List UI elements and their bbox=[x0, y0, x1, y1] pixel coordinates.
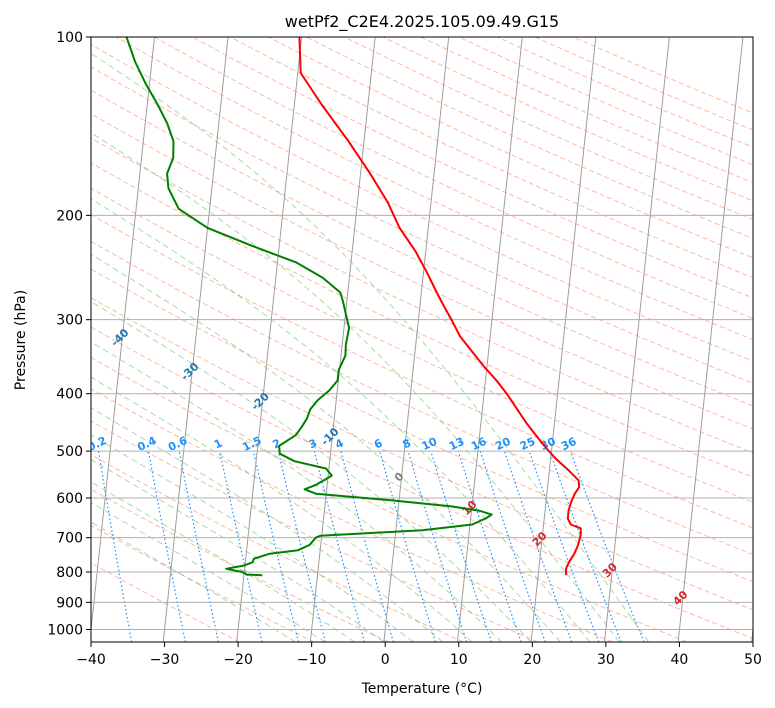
isotherm-line bbox=[456, 37, 523, 642]
mixing-ratio-line bbox=[277, 450, 326, 642]
moist-adiabat-line bbox=[91, 198, 591, 642]
dry-adiabat-line bbox=[91, 44, 753, 362]
mixing-ratio-label: 36 bbox=[559, 435, 579, 453]
x-tick-label: 20 bbox=[523, 652, 541, 668]
moist-adiabat-line bbox=[91, 341, 502, 642]
y-tick-label: 500 bbox=[56, 444, 83, 460]
x-tick-label: 50 bbox=[744, 652, 762, 668]
mixing-ratio-line bbox=[379, 450, 437, 642]
dry-adiabat-line bbox=[91, 388, 613, 642]
mixing-ratio-line bbox=[503, 450, 573, 642]
y-tick-label: 800 bbox=[56, 565, 83, 581]
dry-adiabat-line bbox=[91, 66, 753, 384]
plot-area bbox=[91, 37, 753, 642]
isotherm-line bbox=[530, 37, 597, 642]
x-tick-label: −30 bbox=[150, 652, 180, 668]
dry-adiabat-line bbox=[91, 562, 240, 642]
x-axis-label: Temperature (°C) bbox=[361, 681, 483, 697]
isotherm-line bbox=[236, 37, 303, 642]
isotherm-line bbox=[309, 37, 376, 642]
mixing-ratio-label: 10 bbox=[420, 435, 440, 453]
mixing-ratio-lines bbox=[97, 450, 645, 642]
x-tick-label: −10 bbox=[297, 652, 327, 668]
dry-adiabat-line bbox=[191, 37, 753, 299]
y-tick-label: 600 bbox=[56, 491, 83, 507]
x-tick-label: −40 bbox=[76, 652, 106, 668]
mixing-ratio-line bbox=[549, 450, 622, 642]
isotherm-line bbox=[383, 37, 450, 642]
y-tick-label: 300 bbox=[56, 313, 83, 329]
plot-frame bbox=[90, 36, 754, 643]
isotherm-line bbox=[604, 37, 670, 642]
moist-adiabat-line bbox=[91, 132, 620, 642]
mixing-ratio-label: 20 bbox=[493, 435, 513, 453]
skewed-isotherms bbox=[91, 37, 753, 642]
dry-adiabat-line bbox=[153, 37, 753, 320]
pressure-gridlines bbox=[91, 37, 753, 630]
mixing-ratio-line bbox=[178, 450, 219, 642]
x-tick-label: 40 bbox=[671, 652, 689, 668]
y-tick-label: 200 bbox=[56, 208, 83, 224]
moist-adiabat-line bbox=[91, 459, 385, 642]
mixing-ratio-line bbox=[219, 450, 263, 642]
dry-adiabat-line bbox=[115, 37, 753, 341]
mixing-ratio-line bbox=[407, 450, 468, 642]
dry-adiabat-line bbox=[91, 187, 753, 503]
dry-adiabat-line bbox=[91, 297, 753, 611]
isotherm-line bbox=[677, 37, 744, 642]
mixing-ratio-line bbox=[457, 450, 522, 642]
y-tick-label: 1000 bbox=[47, 622, 83, 638]
moist-adiabat-line bbox=[91, 253, 561, 642]
mixing-ratio-label: 13 bbox=[447, 435, 466, 453]
x-tick-label: 10 bbox=[450, 652, 468, 668]
dry-adiabat-line bbox=[91, 213, 753, 529]
mixing-ratio-label: 16 bbox=[469, 435, 489, 453]
x-tick-label: 30 bbox=[597, 652, 615, 668]
y-tick-label: 900 bbox=[56, 595, 83, 611]
mixing-ratio-line bbox=[147, 450, 186, 642]
moist-adiabat-line bbox=[91, 52, 650, 642]
mixing-ratio-line bbox=[479, 450, 546, 642]
temperature-profile bbox=[298, 37, 582, 576]
y-axis-label: Pressure (hPa) bbox=[13, 290, 29, 390]
y-tick-label: 100 bbox=[56, 30, 83, 46]
mixing-ratio-line bbox=[430, 450, 492, 642]
x-axis: −40 −30 −20 −10 0 10 20 30 40 50 bbox=[76, 642, 762, 668]
chart-title: wetPf2_C2E4.2025.105.09.49.G15 bbox=[285, 12, 559, 32]
y-tick-label: 400 bbox=[56, 387, 83, 403]
dry-adiabat-line bbox=[91, 240, 753, 556]
dry-adiabat-line bbox=[91, 488, 389, 642]
moist-adiabat-line bbox=[91, 434, 414, 642]
y-axis: 100 200 300 400 500 600 700 800 900 1000 bbox=[47, 30, 91, 638]
dewpoint-profile bbox=[125, 37, 493, 577]
x-tick-label: −20 bbox=[223, 652, 253, 668]
moist-adiabat-line bbox=[91, 376, 473, 642]
isotherm-line bbox=[162, 37, 229, 642]
mixing-ratio-label: 25 bbox=[518, 435, 537, 453]
moist-adiabat-line bbox=[91, 521, 296, 642]
mixing-ratio-label: 30 bbox=[538, 435, 558, 453]
isotherm-line bbox=[91, 37, 155, 635]
dry-adiabat-line bbox=[91, 454, 464, 642]
sounding-profiles bbox=[125, 37, 582, 577]
moist-adiabats bbox=[91, 52, 650, 642]
dry-adiabat-line bbox=[91, 420, 539, 642]
mixing-ratio-line bbox=[252, 450, 300, 642]
mixing-ratio-line bbox=[528, 450, 600, 642]
x-tick-label: 0 bbox=[381, 652, 390, 668]
y-tick-label: 700 bbox=[56, 531, 83, 547]
dry-adiabat-line bbox=[91, 89, 753, 407]
